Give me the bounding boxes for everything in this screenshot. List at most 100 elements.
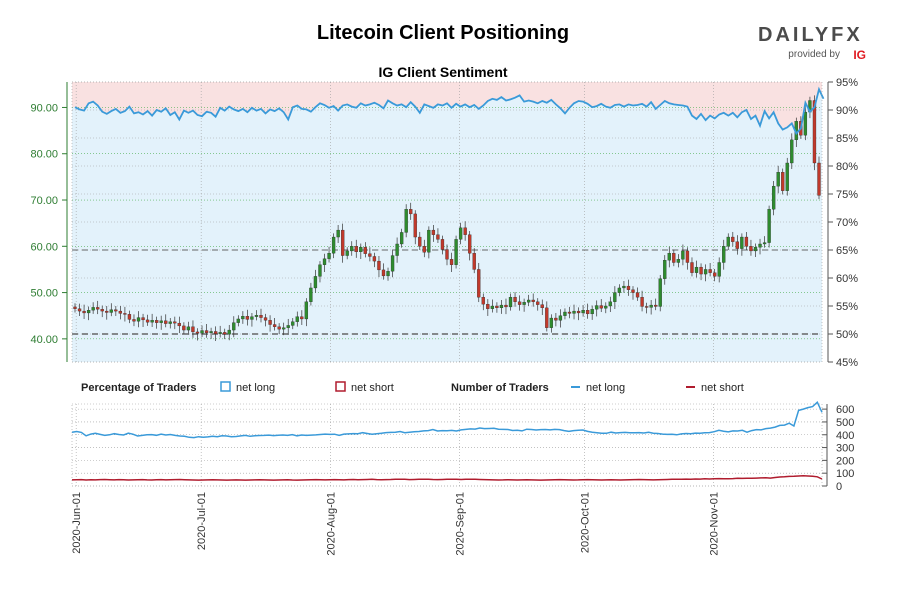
candle-body bbox=[145, 319, 150, 323]
brand-wordmark: DAILYFX bbox=[758, 24, 863, 46]
price-candle bbox=[558, 309, 563, 328]
price-candle bbox=[753, 243, 758, 257]
candle-body bbox=[418, 236, 422, 247]
price-candle bbox=[654, 298, 658, 311]
price-candle bbox=[581, 305, 585, 317]
candle-body bbox=[717, 262, 721, 277]
legend-percentage-title: Percentage of Traders bbox=[81, 382, 197, 394]
price-candle bbox=[300, 310, 304, 325]
price-candle bbox=[372, 252, 377, 268]
candle-body bbox=[731, 236, 735, 242]
count-tick-label: 200 bbox=[836, 455, 854, 467]
candle-body bbox=[545, 307, 549, 328]
price-candle bbox=[105, 306, 109, 320]
x-tick-label: 2020-Nov-01 bbox=[709, 492, 721, 556]
brand-provided-by: provided by bbox=[788, 49, 840, 60]
price-candle bbox=[545, 301, 549, 332]
net-short-count-line bbox=[71, 475, 823, 481]
price-candle bbox=[109, 303, 113, 317]
price-candle bbox=[531, 293, 535, 307]
candle-body bbox=[350, 246, 354, 252]
candle-body bbox=[785, 162, 789, 191]
price-candle bbox=[227, 324, 231, 341]
price-candle bbox=[472, 248, 476, 274]
candle-body bbox=[812, 100, 817, 164]
price-candle bbox=[213, 326, 218, 341]
price-candle bbox=[291, 318, 295, 330]
candle-body bbox=[341, 229, 345, 256]
candle-body bbox=[300, 316, 304, 320]
candle-body bbox=[331, 236, 336, 254]
price-candle bbox=[740, 233, 744, 256]
candle-body bbox=[640, 297, 644, 307]
price-candle bbox=[567, 306, 572, 319]
candle-body bbox=[644, 306, 649, 308]
candle-body bbox=[86, 310, 91, 314]
price-candle bbox=[173, 316, 177, 330]
price-candle bbox=[350, 241, 354, 256]
candle-body bbox=[817, 162, 821, 196]
candle-body bbox=[649, 304, 653, 308]
candle-body bbox=[740, 236, 744, 249]
price-candle bbox=[572, 304, 576, 320]
price-candle bbox=[771, 181, 776, 216]
candle-body bbox=[250, 316, 254, 320]
price-candle bbox=[536, 298, 540, 311]
price-candle bbox=[304, 298, 309, 327]
candle-body bbox=[767, 209, 771, 243]
price-candle bbox=[241, 311, 245, 324]
candle-body bbox=[327, 253, 331, 259]
candle-body bbox=[368, 253, 372, 257]
candle-body bbox=[699, 266, 703, 275]
price-candle bbox=[259, 308, 263, 323]
candle-body bbox=[291, 321, 295, 326]
price-tick-label: 90.00 bbox=[30, 102, 58, 114]
candle-body bbox=[73, 306, 77, 309]
price-candle bbox=[354, 239, 358, 258]
price-candle bbox=[681, 244, 685, 266]
candle-body bbox=[513, 297, 517, 302]
candle-body bbox=[585, 310, 590, 315]
count-tick-label: 500 bbox=[836, 417, 854, 429]
candle-body bbox=[213, 331, 218, 334]
candle-body bbox=[735, 241, 739, 249]
legend-net-short-box bbox=[335, 381, 346, 392]
candle-body bbox=[694, 266, 699, 273]
price-candle bbox=[96, 300, 100, 315]
price-candle bbox=[517, 295, 522, 311]
price-candle bbox=[127, 310, 132, 324]
price-candle bbox=[268, 315, 272, 332]
candle-body bbox=[576, 310, 581, 314]
price-candle bbox=[91, 302, 95, 314]
candle-body bbox=[635, 292, 640, 298]
price-candle bbox=[191, 320, 195, 338]
x-tick-label: 2020-Aug-01 bbox=[325, 492, 337, 556]
price-candle bbox=[114, 306, 118, 316]
candle-body bbox=[77, 308, 82, 312]
candle-body bbox=[572, 310, 576, 314]
candle-body bbox=[304, 301, 309, 320]
candle-body bbox=[631, 289, 635, 293]
candle-body bbox=[377, 260, 381, 271]
price-candle bbox=[486, 299, 490, 316]
candle-body bbox=[527, 299, 531, 303]
price-candle bbox=[758, 238, 762, 255]
net-long-percent-line bbox=[74, 86, 825, 136]
price-candle bbox=[676, 254, 681, 268]
price-candle bbox=[322, 253, 327, 272]
price-candle bbox=[817, 156, 821, 200]
price-candle bbox=[703, 264, 708, 282]
price-candle bbox=[595, 300, 599, 317]
candle-body bbox=[549, 317, 553, 328]
candle-body bbox=[531, 299, 535, 302]
candle-body bbox=[517, 301, 522, 305]
candle-body bbox=[658, 278, 662, 307]
candle-body bbox=[540, 304, 544, 309]
price-candle bbox=[318, 261, 322, 283]
price-candle bbox=[613, 286, 617, 310]
candle-body bbox=[445, 249, 449, 260]
x-tick-label: 2020-Jun-01 bbox=[71, 492, 83, 554]
price-candle bbox=[136, 311, 141, 328]
price-candle bbox=[617, 284, 622, 297]
candle-body bbox=[195, 331, 200, 334]
